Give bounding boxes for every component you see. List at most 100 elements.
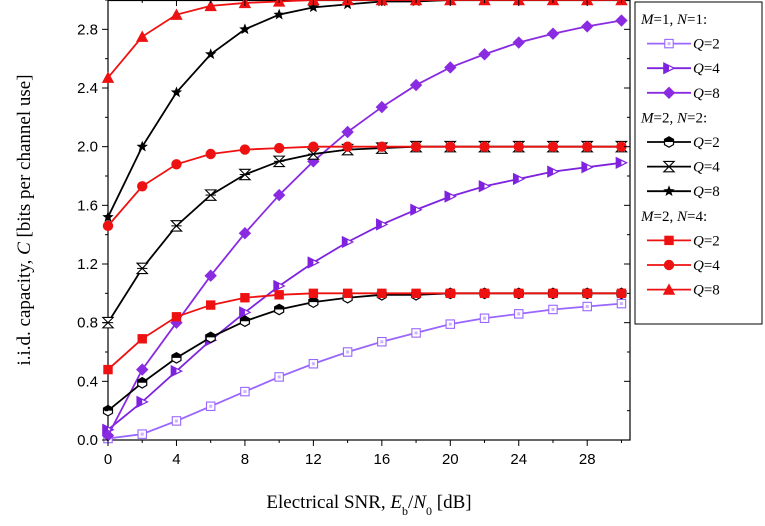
marker-shape [546,27,560,40]
data-point [273,8,285,20]
data-point [582,301,592,312]
data-point [307,1,320,13]
text-part: =1: [687,12,707,28]
marker-fill [239,307,245,318]
data-point [547,165,560,178]
data-point [169,220,183,232]
marker-shape [409,78,423,92]
marker-fill [663,63,669,74]
marker-fill [479,181,485,192]
y-tick-label: 0.0 [77,432,98,449]
data-point [102,211,114,222]
data-point [445,288,455,299]
marker-dot [585,305,589,309]
marker-shape [662,283,676,295]
legend-value: =2 [704,135,720,151]
x-tick-label: 16 [373,451,390,468]
marker-shape [547,141,559,152]
text-part: M [640,12,655,28]
legend-entry: Q=4 [647,160,720,176]
marker-dot [277,375,281,379]
marker-shape [171,159,182,170]
data-point [409,78,423,92]
marker-shape [136,30,149,42]
marker-shape [308,141,319,152]
marker-shape [616,141,627,152]
marker-shape [663,259,675,271]
series-line [107,145,622,227]
x-tick-label: 28 [579,451,596,468]
marker-shape [663,185,675,197]
data-point [240,293,250,303]
marker-fill [274,304,284,310]
legend-q: Q [693,258,704,274]
marker-shape [375,100,389,114]
data-point [136,363,149,376]
marker-dot [209,404,213,408]
data-point [137,181,148,192]
marker-shape [581,20,594,33]
marker-shape [272,188,286,202]
marker-fill [308,296,318,303]
data-point [205,401,216,412]
y-tick-label: 1.2 [77,256,98,273]
marker-shape [445,141,456,152]
x-tick-label: 8 [241,451,249,468]
data-point [171,312,182,322]
marker-fill [171,365,177,377]
marker-shape [479,288,490,299]
marker-shape [548,288,558,299]
x-tick-label: 0 [104,451,112,468]
data-point [513,141,524,152]
marker-shape [342,288,353,299]
marker-shape [410,141,422,152]
marker-shape [204,48,217,60]
x-tick-label: 20 [442,451,459,468]
data-point [103,364,113,375]
marker-shape [478,48,491,61]
marker-dot [140,432,144,436]
marker-shape [102,211,114,222]
marker-shape [137,181,148,192]
text-part: N [412,492,427,513]
data-point [342,347,353,357]
legend-value: =4 [704,160,720,176]
marker-shape [205,300,216,310]
y-tick-label: 1.6 [77,197,98,214]
marker-shape [479,141,490,152]
legend-value: =4 [704,61,720,77]
data-point [479,141,490,152]
data-point [308,358,319,369]
data-point [375,100,389,114]
legend-label: Q=4 [693,160,720,176]
data-point [204,269,217,282]
data-point [512,36,525,49]
marker-dot [243,390,247,394]
data-point [445,141,456,152]
legend-q: Q [693,61,704,77]
legend-label: Q=4 [693,61,720,77]
data-point [341,125,354,139]
marker-dot [667,42,671,46]
data-point [205,148,216,160]
data-point [663,259,675,271]
legend-entry: Q=4 [647,258,720,274]
legend-entry: Q=8 [647,86,720,102]
data-point [272,155,286,168]
marker-shape [136,140,148,152]
data-point [205,331,216,344]
marker-shape [274,290,284,300]
marker-dot [346,350,350,354]
legend-label: Q=8 [693,86,720,102]
data-point [582,141,593,152]
data-point [615,14,628,27]
text-part: =2, [654,209,677,225]
series-6 [103,288,627,375]
data-point [135,262,149,275]
marker-shape [171,312,182,322]
x-tick-label: 24 [510,451,527,468]
text-part: i.i.d. capacity, [14,255,35,366]
marker-shape [170,86,183,98]
data-point [410,203,423,216]
